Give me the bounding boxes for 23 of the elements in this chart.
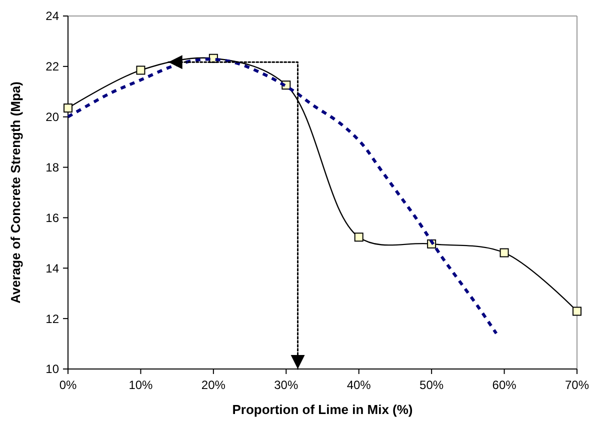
point <box>64 104 72 113</box>
x-tick-label: 50% <box>420 378 444 392</box>
point <box>354 232 364 242</box>
x-tick-label: 20% <box>201 378 226 392</box>
x-tick-label: 10% <box>128 378 154 392</box>
point <box>136 66 146 75</box>
y-tick-label: 16 <box>46 210 60 225</box>
point <box>500 248 509 258</box>
y-tick-label: 18 <box>46 160 60 174</box>
y-tick-label: 24 <box>46 9 60 24</box>
point <box>572 306 582 316</box>
x-tick-label: 40% <box>346 378 372 392</box>
y-tick-label: 12 <box>46 312 60 326</box>
y-tick-label: 20 <box>46 110 60 124</box>
x-tick-label: 0% <box>59 378 77 392</box>
y-tick-label: 10 <box>46 362 60 376</box>
y-tick-label: 14 <box>46 261 60 276</box>
x-tick-label: 70% <box>564 378 590 392</box>
y-tick-label: 22 <box>46 60 60 74</box>
x-tick-label: 60% <box>492 378 517 392</box>
x-axis-title: Proportion of Lime in Mix (%) <box>232 402 413 417</box>
x-tick-label: 30% <box>274 378 298 392</box>
y-axis-title: Average of Concrete Strength (Mpa) <box>8 82 23 304</box>
